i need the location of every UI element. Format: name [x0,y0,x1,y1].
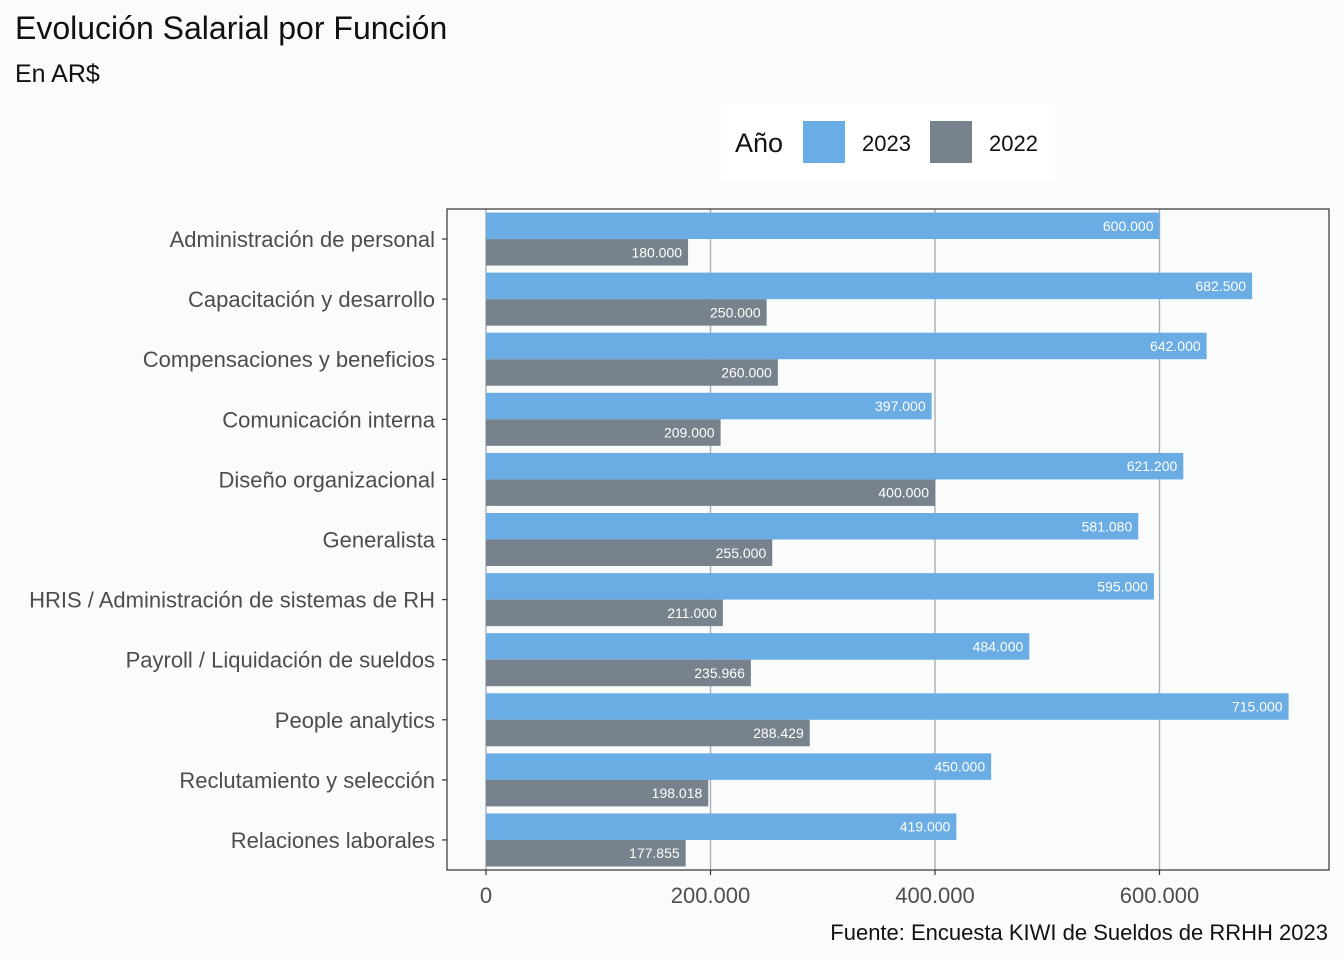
bar-label-2022-2: 260.000 [721,364,772,380]
category-label-7: Payroll / Liquidación de sueldos [126,648,435,673]
bar-2022-1 [486,299,767,326]
bar-label-2023-1: 682.500 [1195,278,1246,294]
bar-2023-7 [486,633,1030,660]
bar-2022-7 [486,659,751,687]
bar-label-2022-7: 235.966 [694,665,745,681]
bar-label-2023-8: 715.000 [1232,699,1283,715]
bar-label-2023-9: 450.000 [935,759,986,775]
category-label-2: Compensaciones y beneficios [143,347,435,372]
bar-2023-0 [486,212,1160,240]
legend-label-2023: 2023 [862,131,911,156]
bar-2023-10 [486,813,957,840]
x-tick-label-1: 200.000 [671,883,751,908]
bar-label-2022-9: 198.018 [652,785,703,801]
bar-label-2022-8: 288.429 [753,725,804,741]
bar-label-2023-10: 419.000 [900,819,951,835]
bar-2023-5 [486,513,1139,540]
bar-label-2023-0: 600.000 [1103,218,1154,234]
bar-2022-5 [486,539,773,566]
bar-2022-9 [486,779,709,807]
bar-2023-4 [486,452,1184,480]
bar-2022-0 [486,239,689,266]
chart-subtitle: En AR$ [15,60,100,88]
bar-2022-3 [486,419,721,446]
legend-title: Año [735,128,784,158]
bar-2023-2 [486,332,1207,360]
bar-label-2022-4: 400.000 [878,485,929,501]
category-label-6: HRIS / Administración de sistemas de RH [29,588,435,613]
bar-2022-6 [486,599,723,627]
x-tick-label-0: 0 [480,883,492,908]
bar-label-2023-5: 581.080 [1082,518,1133,534]
plot-border [446,208,1330,871]
bar-2023-3 [486,392,932,420]
legend-key-2022 [930,121,972,163]
category-label-4: Diseño organizacional [219,467,435,492]
bar-2022-4 [486,479,935,506]
category-label-5: Generalista [322,528,435,553]
category-label-3: Comunicación interna [222,407,436,432]
category-label-1: Capacitación y desarrollo [188,287,435,312]
bar-2022-10 [486,839,686,867]
legend-key-2023 [803,121,845,163]
bar-label-2023-6: 595.000 [1097,578,1148,594]
bar-label-2023-7: 484.000 [973,638,1024,654]
bar-label-2022-6: 211.000 [667,605,717,621]
bar-label-2023-3: 397.000 [875,398,926,414]
bar-label-2022-0: 180.000 [631,244,682,260]
bar-2023-6 [486,573,1154,600]
category-label-0: Administración de personal [170,227,435,252]
x-tick-label-3: 600.000 [1120,883,1200,908]
bar-label-2023-2: 642.000 [1150,338,1201,354]
bar-2022-8 [486,719,810,747]
bar-label-2022-1: 250.000 [710,304,761,320]
bar-2023-1 [486,272,1253,300]
chart-title: Evolución Salarial por Función [15,10,448,46]
bar-2022-2 [486,359,778,386]
bar-2023-9 [486,753,992,780]
legend-label-2022: 2022 [989,131,1038,156]
bar-label-2022-5: 255.000 [716,545,767,561]
bar-label-2022-10: 177.855 [629,845,680,861]
category-label-10: Relaciones laborales [231,828,435,853]
category-label-9: Reclutamiento y selección [179,768,435,793]
category-label-8: People analytics [275,708,435,733]
bar-label-2022-3: 209.000 [664,425,715,441]
bar-label-2023-4: 621.200 [1127,458,1178,474]
legend: Año 2023 2022 [721,104,1055,180]
x-tick-label-2: 400.000 [895,883,975,908]
bar-2023-8 [486,693,1289,720]
chart-caption: Fuente: Encuesta KIWI de Sueldos de RRHH… [830,920,1328,945]
